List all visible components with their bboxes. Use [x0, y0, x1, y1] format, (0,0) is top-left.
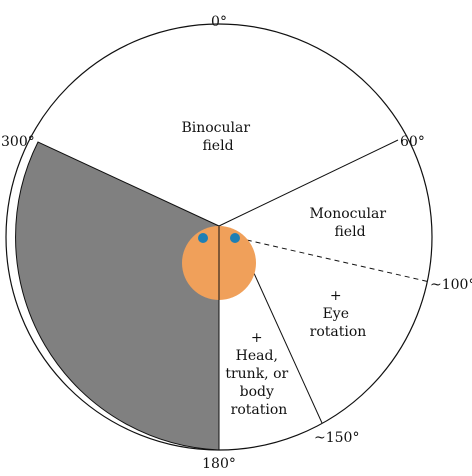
head-rotation-label: + Head, trunk, or body rotation — [225, 330, 292, 418]
label-0-degrees: 0° — [211, 14, 227, 30]
eye-rotation-label: + Eye rotation — [310, 288, 367, 340]
label-150-degrees: ~150° — [314, 430, 359, 446]
boundary-60-line — [218, 139, 399, 227]
monocular-field-label: Monocular field — [309, 206, 390, 240]
head-rotation-line-5: rotation — [231, 402, 288, 418]
label-180-degrees: 180° — [202, 456, 236, 471]
head-rotation-line-4: body — [240, 384, 274, 400]
monocular-line-1: Monocular — [309, 206, 386, 222]
head-rotation-line-3: trunk, or — [225, 366, 288, 382]
head-rotation-line-1: + — [251, 330, 263, 346]
label-60-degrees: 60° — [400, 134, 425, 150]
eye-rotation-line-1: + — [330, 288, 342, 304]
binocular-line-1: Binocular — [181, 120, 250, 136]
label-300-degrees: 300° — [1, 134, 35, 150]
blind-sector — [15, 141, 220, 451]
head-rotation-line-2: Head, — [236, 348, 278, 364]
eye-rotation-line-3: rotation — [310, 324, 367, 340]
binocular-field-label: Binocular field — [181, 120, 254, 154]
label-100-degrees: ~100° — [430, 277, 472, 293]
binocular-line-2: field — [202, 138, 233, 154]
monocular-line-2: field — [334, 224, 365, 240]
left-eye — [198, 233, 208, 243]
eye-rotation-line-2: Eye — [323, 306, 349, 322]
boundary-100-dashed-line — [237, 237, 431, 283]
right-eye — [230, 233, 240, 243]
